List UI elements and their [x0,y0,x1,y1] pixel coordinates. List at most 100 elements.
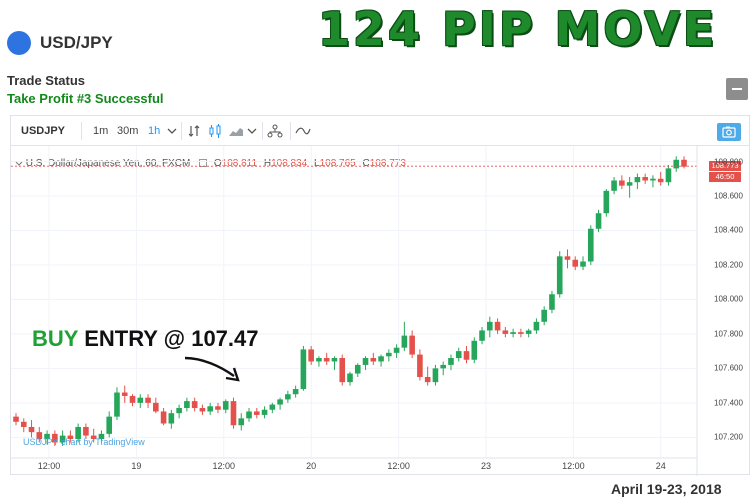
candle-body [587,228,594,262]
candle [285,390,291,403]
candle [417,349,423,381]
symbol-search-button[interactable]: USDJPY [21,125,66,137]
candle-body [98,433,105,440]
candle-body [572,259,579,267]
candle-body [160,411,167,424]
candle-body [261,409,268,415]
candle-body [75,426,81,440]
candle-body [611,180,617,191]
interval-30m-button[interactable]: 30m [117,125,139,137]
candle-body [83,426,89,436]
candle [246,408,252,422]
tradingview-attribution-link[interactable]: USDJPY chart by TradingView [23,437,145,447]
time-tick-label: 12:00 [387,461,410,471]
candle [665,164,672,186]
candle-body [13,416,19,422]
candle-body [347,373,353,383]
candle [510,328,516,338]
candle [52,430,58,446]
candle [121,385,128,403]
candle [603,189,610,217]
entry-arrow-icon [184,356,240,382]
candle-body [370,358,377,362]
price-chart[interactable] [11,146,750,476]
trade-status-label: Trade Status [7,73,86,88]
candle-body [432,368,439,383]
entry-label: ENTRY @ 107.47 [84,326,259,351]
candle [347,371,353,386]
candle [215,402,221,414]
candle [556,251,563,298]
candle [487,316,493,338]
interval-1m-button[interactable]: 1m [93,125,109,137]
price-tick-label: 107.800 [714,329,743,339]
candle-body [455,351,462,359]
indicators-icon[interactable] [267,123,283,139]
candle [572,256,579,271]
candle [587,225,594,265]
collapse-legend-icon[interactable] [15,159,23,167]
candle-body [657,178,664,183]
candle [463,345,470,364]
candle-body [595,213,602,229]
candle [98,430,105,443]
candle [137,394,144,409]
candle [370,352,377,365]
candle [502,326,509,338]
candle [106,411,113,438]
candle [611,177,617,195]
chevron-down-icon[interactable] [164,123,180,139]
candle-body [184,401,190,409]
candle [277,397,283,410]
candle-body [339,358,346,383]
interval-1h-button[interactable]: 1h [148,125,161,137]
candle [455,347,462,362]
candle-body [619,180,625,186]
drawing-icon[interactable] [295,123,311,139]
candle [253,408,260,419]
candle-body [199,408,206,412]
trade-status-value: Take Profit #3 Successful [7,91,164,106]
chart-toolbar: USDJPY 1m 30m 1h [11,116,750,146]
date-range-caption: April 19-23, 2018 [611,481,722,497]
candle [184,397,190,412]
candle [448,354,454,371]
candle-body [176,408,182,414]
candle [681,156,687,169]
candle-body [525,330,532,334]
toolbar-divider [181,122,182,140]
toolbar-divider [81,122,82,140]
compare-icon[interactable] [186,123,202,139]
candle-body [409,335,415,355]
candle [650,175,656,188]
collapse-button[interactable] [726,78,748,100]
candle-body [354,364,361,374]
candle [44,430,50,445]
candle-body [44,433,50,440]
candle [634,173,641,190]
buy-entry-annotation: BUY ENTRY @ 107.47 [32,326,259,352]
candle-body [401,335,408,348]
price-tick-label: 108.600 [714,191,743,201]
candle [292,385,299,398]
headline-banner: 124 PIP MOVE [318,2,718,56]
candle-body [665,168,672,183]
candle [479,326,485,345]
candles-icon[interactable] [207,123,223,139]
chevron-down-icon[interactable] [244,123,260,139]
candle-body [650,178,656,181]
pair-status-dot [7,31,31,55]
candle-body [393,347,400,353]
close-value: 108.773 [369,158,406,169]
candle-body [417,354,423,377]
candle-body [487,321,493,331]
candle-body [121,392,128,396]
candle-body [634,177,641,183]
candle-body [518,332,524,334]
snapshot-button[interactable] [717,123,741,141]
candle [525,328,532,338]
candle [564,249,571,269]
candle [409,330,415,359]
area-chart-icon[interactable] [228,123,244,139]
candle-body [510,332,516,334]
